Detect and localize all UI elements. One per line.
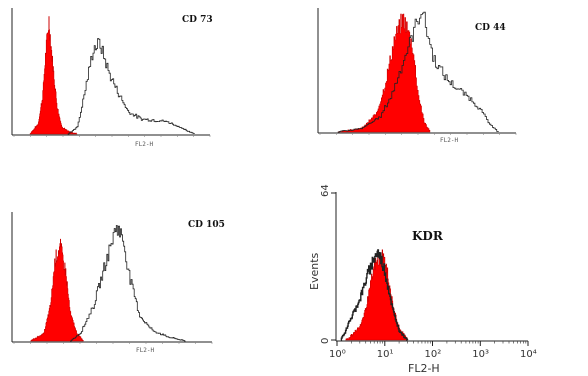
x-axis-label: FL2-H — [408, 362, 440, 375]
x-axis-label: FL2-H — [135, 141, 153, 148]
x-tick-label: 10³ — [472, 349, 489, 360]
panel-title: CD 105 — [188, 220, 225, 230]
x-tick-label: 10⁴ — [520, 349, 537, 360]
marker-stained-histogram — [70, 225, 186, 342]
isotype-control-histogram — [29, 16, 78, 135]
isotype-control-histogram — [30, 238, 84, 342]
x-tick-label: 10² — [425, 349, 442, 360]
histogram-panel-kdr: 10⁰ 10¹ 10² 10³ 10⁴ 0 64 KDR FL2-H Events — [308, 184, 537, 375]
x-tick-label: 10⁰ — [329, 349, 346, 360]
panel-title: KDR — [412, 229, 444, 243]
marker-stained-histogram — [337, 11, 499, 133]
histogram-panel-cd73: CD 73 FL2-H — [11, 8, 213, 148]
x-axis-label: FL2-H — [136, 347, 154, 354]
y-tick-label: 64 — [320, 184, 331, 197]
histogram-panel-cd44: CD 44 FL2-H — [317, 8, 517, 144]
x-tick-label: 10¹ — [377, 349, 394, 360]
isotype-control-histogram — [337, 13, 431, 133]
panel-title: CD 44 — [475, 23, 506, 33]
y-axis-label: Events — [308, 252, 321, 290]
x-axis-label: FL2-H — [440, 137, 458, 144]
y-tick-label: 0 — [320, 338, 331, 344]
marker-stained-histogram — [340, 249, 409, 341]
marker-stained-histogram — [67, 38, 195, 135]
histogram-panel-cd105: CD 105 FL2-H — [11, 212, 225, 354]
panel-title: CD 73 — [182, 15, 213, 25]
